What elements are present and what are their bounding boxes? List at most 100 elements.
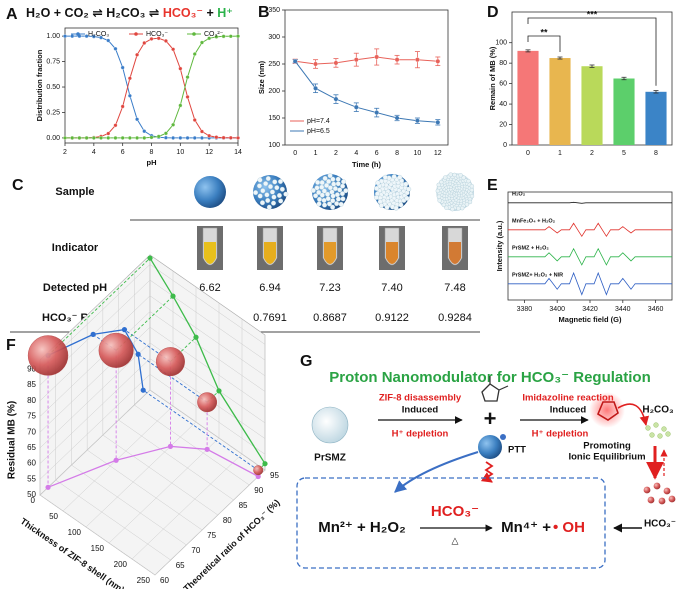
tube-liquid	[324, 242, 336, 264]
data-point	[207, 36, 212, 41]
shell-dot	[436, 194, 442, 199]
data-point	[135, 135, 140, 140]
projection-connector	[137, 353, 208, 403]
floor-projection-point	[255, 473, 261, 480]
ratio-value: 0.7691	[253, 312, 287, 324]
x-tick-label: 0	[293, 150, 297, 157]
shell-dot	[332, 186, 338, 192]
shell-dot	[279, 186, 285, 192]
panel-letter: F	[6, 337, 16, 354]
z-tick-label: 85	[239, 501, 248, 510]
y-tick-label: 65	[27, 443, 36, 452]
shell-dot	[435, 188, 440, 194]
grid-line	[149, 311, 266, 392]
catalyst: HCO₃⁻	[431, 503, 479, 520]
shell-dot	[469, 184, 475, 189]
shell-dot	[339, 191, 345, 197]
h2co3-molecules	[645, 422, 671, 439]
bar	[645, 91, 667, 145]
x-tick-label: 250	[137, 576, 151, 585]
z-tick-label: 75	[207, 531, 216, 540]
data-point	[113, 123, 118, 128]
bubble	[27, 335, 69, 376]
grid-line	[87, 449, 203, 531]
data-point	[99, 35, 103, 40]
projection-connector	[47, 257, 151, 356]
data-point	[192, 52, 197, 57]
data-point	[91, 34, 96, 39]
bubble	[253, 465, 264, 476]
data-point	[435, 119, 441, 125]
x-tick-label: 8	[150, 149, 154, 156]
data-point	[106, 131, 111, 136]
shell-dot	[379, 202, 384, 208]
z-tick-label: 60	[160, 576, 169, 585]
shell-dot	[404, 195, 410, 201]
y-tick-label: 20	[499, 121, 507, 128]
shell-dot	[322, 175, 328, 181]
shell-dot	[397, 174, 403, 180]
shell-dot	[313, 193, 319, 199]
panel-letter: A	[6, 6, 18, 23]
grid-line	[134, 404, 250, 486]
y-tick-label: 50	[27, 490, 36, 499]
shell-dot	[319, 192, 325, 198]
data-point	[163, 135, 168, 140]
left-wall-projection-point	[90, 331, 96, 337]
data-point	[127, 135, 132, 140]
data-point	[149, 135, 154, 140]
x-tick-label: 4	[92, 149, 96, 156]
data-point	[200, 40, 204, 45]
data-point	[185, 135, 190, 140]
effect-label: H⁺ depletion	[392, 429, 449, 440]
series-line	[295, 56, 438, 65]
legend-marker	[76, 32, 80, 36]
shell-dot	[335, 196, 341, 202]
x-tick-label: 3460	[648, 306, 664, 313]
shell-dot	[441, 202, 446, 208]
data-point	[127, 93, 132, 98]
data-point	[178, 103, 183, 108]
shell-dot	[461, 175, 466, 180]
grid-line	[55, 479, 171, 561]
data-point	[142, 135, 147, 140]
equation-part: H₂O + CO₂ ⇌ H₂CO₃ ⇌	[26, 6, 163, 20]
series-label: PrSMZ + H₂O₂	[512, 245, 549, 251]
x-tick-label: 3380	[517, 306, 533, 313]
x-tick-label: 5	[622, 150, 626, 157]
data-point	[214, 34, 219, 39]
shell-dot	[460, 206, 465, 211]
bar	[613, 78, 635, 145]
shell-dot	[310, 188, 316, 193]
shell-dot	[321, 188, 327, 194]
grid-line	[149, 327, 266, 408]
grid-line	[39, 358, 151, 464]
row-label: Indicator	[52, 242, 99, 254]
hco3-molecules	[643, 482, 676, 505]
data-point	[228, 34, 233, 39]
shell-dot	[391, 174, 397, 180]
shell-dot	[375, 180, 381, 186]
x-tick-label: 6	[121, 149, 125, 156]
floor-projection-point	[113, 457, 119, 463]
x-tick-label: 150	[91, 544, 105, 553]
data-point	[374, 110, 380, 115]
ph-value: 6.62	[199, 282, 220, 294]
data-point	[185, 75, 190, 80]
significance-label: **	[540, 27, 548, 37]
shell-dot	[382, 174, 388, 180]
back-wall-projection-point	[147, 255, 153, 261]
series-line	[65, 35, 239, 139]
series-line	[508, 201, 672, 204]
shell-dot	[263, 181, 269, 187]
particle-label: PrSMZ	[314, 453, 346, 464]
ratio-value: 0.8687	[313, 312, 347, 324]
y-axis-label: Remain of MB (%)	[488, 46, 497, 110]
series-label: PrSMZ+ H₂O₂ + NIR	[512, 272, 563, 278]
y-tick-label: 40	[499, 101, 507, 108]
x-tick-label: 0	[31, 496, 36, 505]
shell-dot	[276, 192, 282, 198]
shell-dot	[466, 178, 471, 184]
shell-dot	[335, 181, 341, 187]
y-tick-label: 100	[495, 40, 507, 47]
